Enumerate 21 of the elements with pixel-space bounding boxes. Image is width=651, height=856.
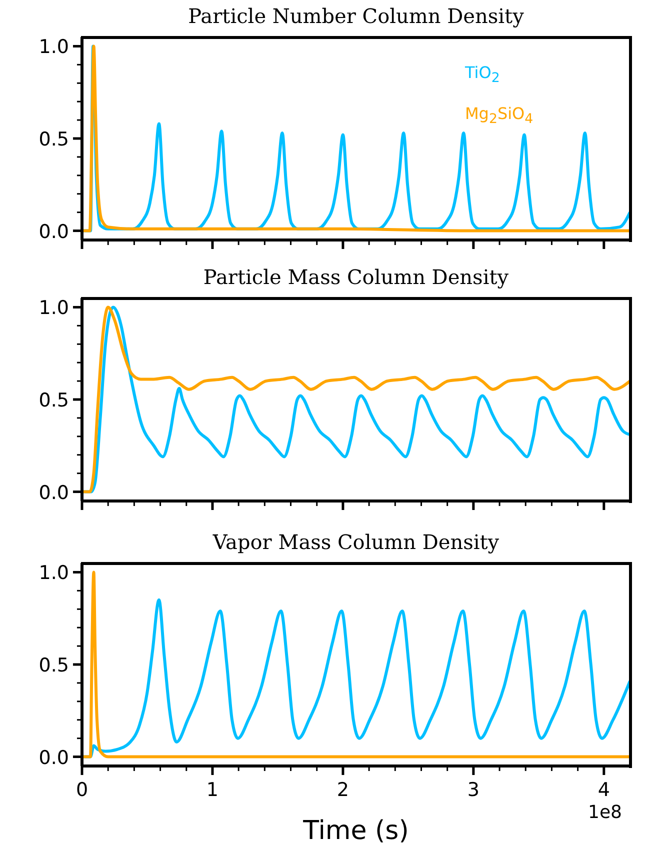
chart-title: Particle Mass Column Density — [202, 264, 510, 291]
y-tick-label: 0.0 — [38, 482, 69, 504]
y-tick-label: 1.0 — [38, 562, 69, 584]
y-tick-label: 0.5 — [38, 390, 69, 412]
text: TiO$_{2}$ — [465, 62, 501, 88]
x-tick-label: 4 — [598, 779, 610, 801]
x-tick-label: 2 — [336, 779, 349, 801]
y-tick-label: 0.5 — [38, 654, 69, 676]
chart-title: Particle Number Column Density — [187, 3, 525, 30]
x-tick-label: 0 — [76, 779, 88, 801]
x-tick-label: 3 — [467, 779, 480, 801]
y-tick-label: 0.5 — [38, 128, 69, 150]
text: 1e8 — [588, 802, 622, 823]
x-axis-title: Time (s) — [303, 816, 409, 846]
y-tick-label: 0.0 — [38, 220, 69, 243]
chart-title: Vapor Mass Column Density — [212, 529, 500, 556]
y-tick-label: 1.0 — [38, 36, 69, 58]
x-tick-label: 1 — [206, 779, 219, 801]
y-tick-label: 1.0 — [38, 297, 69, 320]
text: Mg$_{2}$SiO$_{4}$ — [465, 103, 534, 130]
y-tick-label: 0.0 — [38, 746, 69, 769]
